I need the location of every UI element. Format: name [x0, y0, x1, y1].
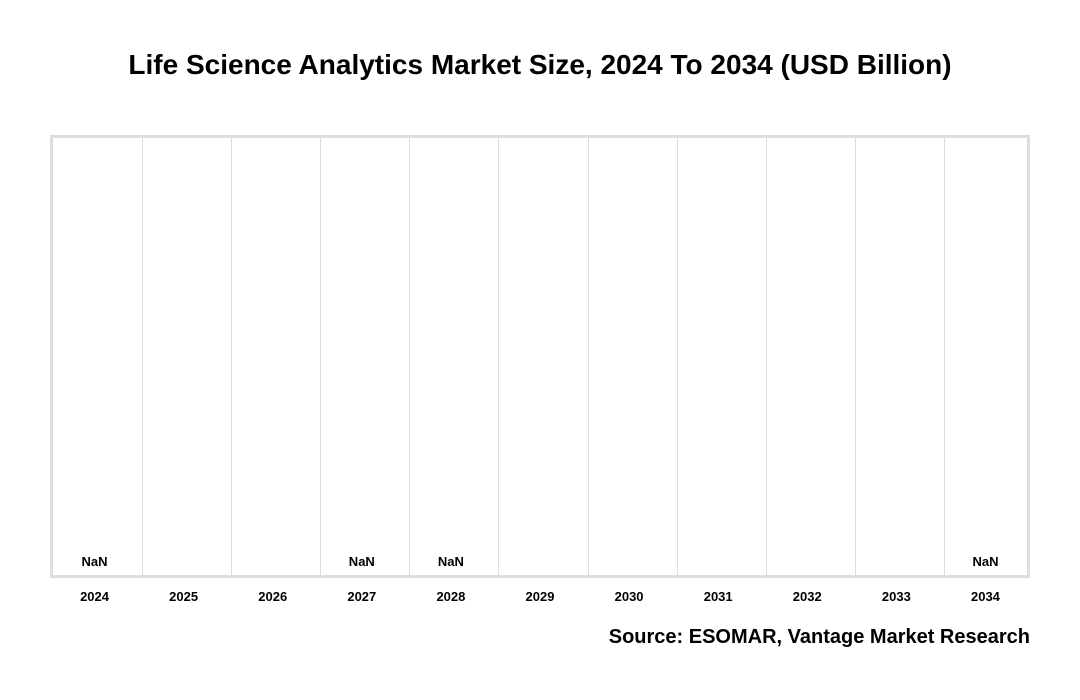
bar-value-label: NaN: [972, 554, 998, 569]
x-tick-label: 2027: [347, 589, 376, 604]
x-tick-label: 2025: [169, 589, 198, 604]
x-tick-label: 2032: [793, 589, 822, 604]
gridline: [231, 138, 232, 575]
x-tick-label: 2033: [882, 589, 911, 604]
gridline: [677, 138, 678, 575]
x-tick-label: 2034: [971, 589, 1000, 604]
source-attribution: Source: ESOMAR, Vantage Market Research: [609, 626, 1030, 649]
gridline: [766, 138, 767, 575]
x-tick-label: 2031: [704, 589, 733, 604]
x-tick-label: 2024: [80, 589, 109, 604]
bar-value-label: NaN: [82, 554, 108, 569]
gridline: [944, 138, 945, 575]
gridline: [498, 138, 499, 575]
bar-value-label: NaN: [349, 554, 375, 569]
gridline: [320, 138, 321, 575]
x-tick-label: 2030: [615, 589, 644, 604]
gridline: [142, 138, 143, 575]
chart-container: { "chart": { "type": "bar", "title": { "…: [0, 0, 1080, 700]
chart-title: Life Science Analytics Market Size, 2024…: [0, 49, 1080, 81]
gridline: [855, 138, 856, 575]
plot-area: [50, 135, 1030, 578]
gridline: [588, 138, 589, 575]
x-tick-label: 2028: [436, 589, 465, 604]
x-tick-label: 2026: [258, 589, 287, 604]
gridline: [409, 138, 410, 575]
x-tick-label: 2029: [526, 589, 555, 604]
bar-value-label: NaN: [438, 554, 464, 569]
